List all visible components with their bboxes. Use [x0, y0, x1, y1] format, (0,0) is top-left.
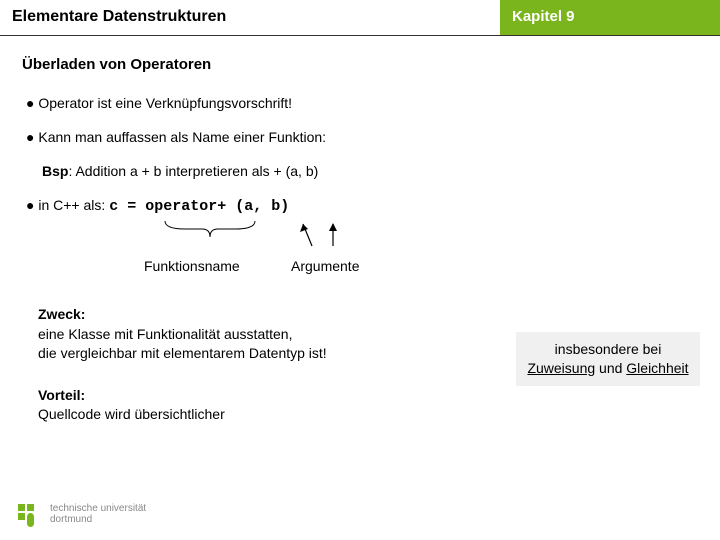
vorteil-title: Vorteil: — [38, 387, 85, 403]
slide-header: Elementare Datenstrukturen Kapitel 9 — [0, 0, 720, 36]
sidebar-word2: Gleichheit — [626, 360, 688, 376]
annotation-args: Argumente — [291, 258, 359, 274]
bullet-3: in C++ als: c = operator+ (a, b) — [22, 197, 698, 215]
logo-text: technische universität dortmund — [50, 503, 146, 526]
arrows-icon — [297, 218, 357, 248]
sidebar-word1: Zuweisung — [527, 360, 595, 376]
header-title-right: Kapitel 9 — [500, 0, 720, 35]
bullet-3-prefix: in C++ als: — [38, 197, 109, 213]
bullet-2-text: Kann man auffassen als Name einer Funkti… — [38, 129, 326, 145]
logo-line1: technische universität — [50, 503, 146, 514]
annotation-funcname: Funktionsname — [144, 258, 240, 274]
zweck-title: Zweck: — [38, 306, 85, 322]
bullet-1: Operator ist eine Verknüpfungsvorschrift… — [22, 95, 698, 111]
code-args: (a, b) — [226, 198, 289, 215]
sidebar-line1: insbesondere bei — [555, 341, 662, 357]
purpose-block: Zweck: eine Klasse mit Funktionalität au… — [22, 305, 442, 364]
zweck-line2: die vergleichbar mit elementarem Datenty… — [38, 345, 327, 361]
logo-line2: dortmund — [50, 514, 92, 525]
sidebar-note: insbesondere bei Zuweisung und Gleichhei… — [516, 332, 700, 386]
bsp-label: Bsp — [42, 163, 68, 179]
advantage-block: Vorteil: Quellcode wird übersichtlicher — [22, 386, 698, 425]
vorteil-line1: Quellcode wird übersichtlicher — [38, 406, 225, 422]
code-lhs: c = — [109, 198, 145, 215]
sidebar-mid: und — [595, 360, 626, 376]
bullet-1-text: Operator ist eine Verknüpfungsvorschrift… — [38, 95, 292, 111]
header-title-left: Elementare Datenstrukturen — [0, 0, 500, 35]
curly-brace-icon — [160, 219, 260, 241]
slide-subtitle: Überladen von Operatoren — [22, 56, 698, 73]
university-logo: technische universität dortmund — [16, 500, 146, 528]
bsp-text: : Addition a + b interpretieren als + (a… — [68, 163, 318, 179]
zweck-line1: eine Klasse mit Funktionalität ausstatte… — [38, 326, 292, 342]
example-line: Bsp: Addition a + b interpretieren als +… — [22, 163, 698, 179]
code-fn: operator+ — [145, 198, 226, 215]
bullet-2: Kann man auffassen als Name einer Funkti… — [22, 129, 698, 145]
annotation-row: Funktionsname Argumente — [22, 233, 698, 293]
tu-logo-icon — [16, 500, 44, 528]
